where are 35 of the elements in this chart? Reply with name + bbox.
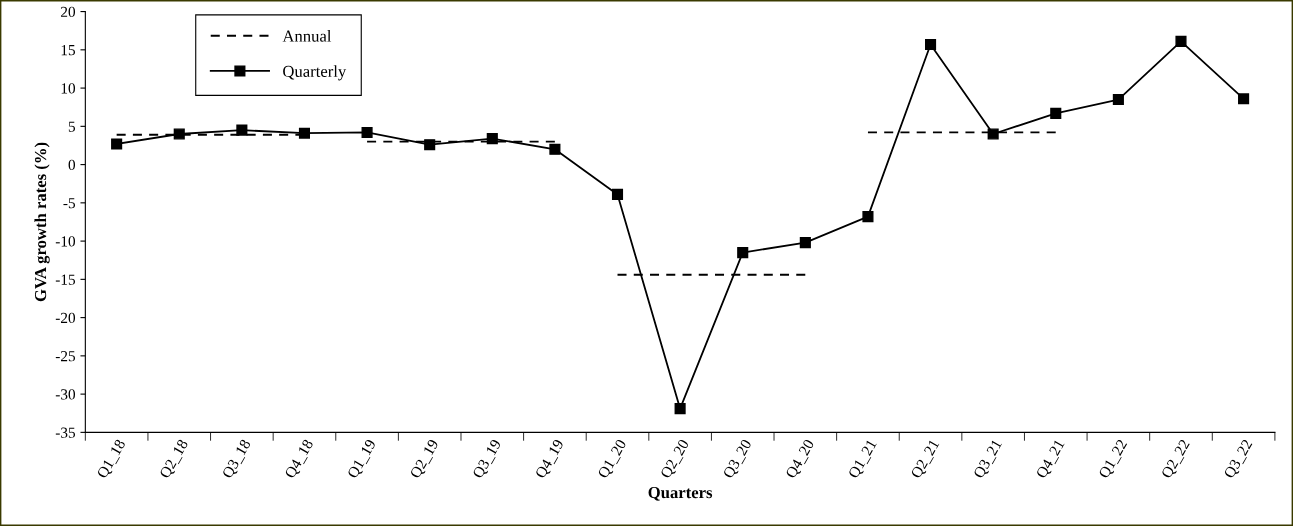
point <box>1050 107 1062 119</box>
point <box>674 403 686 415</box>
legend-label: Annual <box>282 30 332 42</box>
y-tick-label: -35 <box>55 427 76 438</box>
point <box>361 126 373 139</box>
y-tick-label: 20 <box>61 6 76 18</box>
point <box>737 247 749 259</box>
legend-label: Quarterly <box>283 65 347 81</box>
point <box>862 211 874 223</box>
point <box>1175 35 1187 47</box>
point <box>236 124 248 136</box>
point <box>549 143 561 155</box>
y-axis-title: GVA growth rates (%) <box>34 142 50 302</box>
point <box>799 237 811 249</box>
point <box>298 127 311 139</box>
point <box>424 139 436 151</box>
y-tick-label: -15 <box>55 274 76 285</box>
y-tick-label: 15 <box>61 45 76 56</box>
point <box>1238 93 1250 105</box>
point <box>987 128 999 140</box>
y-tick-label: -10 <box>55 236 76 247</box>
y-tick-label: 5 <box>68 121 76 132</box>
y-tick-label: 0 <box>68 159 76 171</box>
y-tick-label: -25 <box>55 351 76 362</box>
y-tick-label: -20 <box>55 312 76 324</box>
y-tick-label: 10 <box>61 83 76 94</box>
point <box>486 133 498 145</box>
y-tick-label: -5 <box>63 198 76 209</box>
point <box>1112 94 1124 106</box>
x-axis-title: Quarters <box>648 486 713 501</box>
point <box>111 138 123 150</box>
point <box>924 38 937 51</box>
point <box>173 128 185 140</box>
y-tick-label: -30 <box>55 389 76 400</box>
point <box>611 188 624 200</box>
